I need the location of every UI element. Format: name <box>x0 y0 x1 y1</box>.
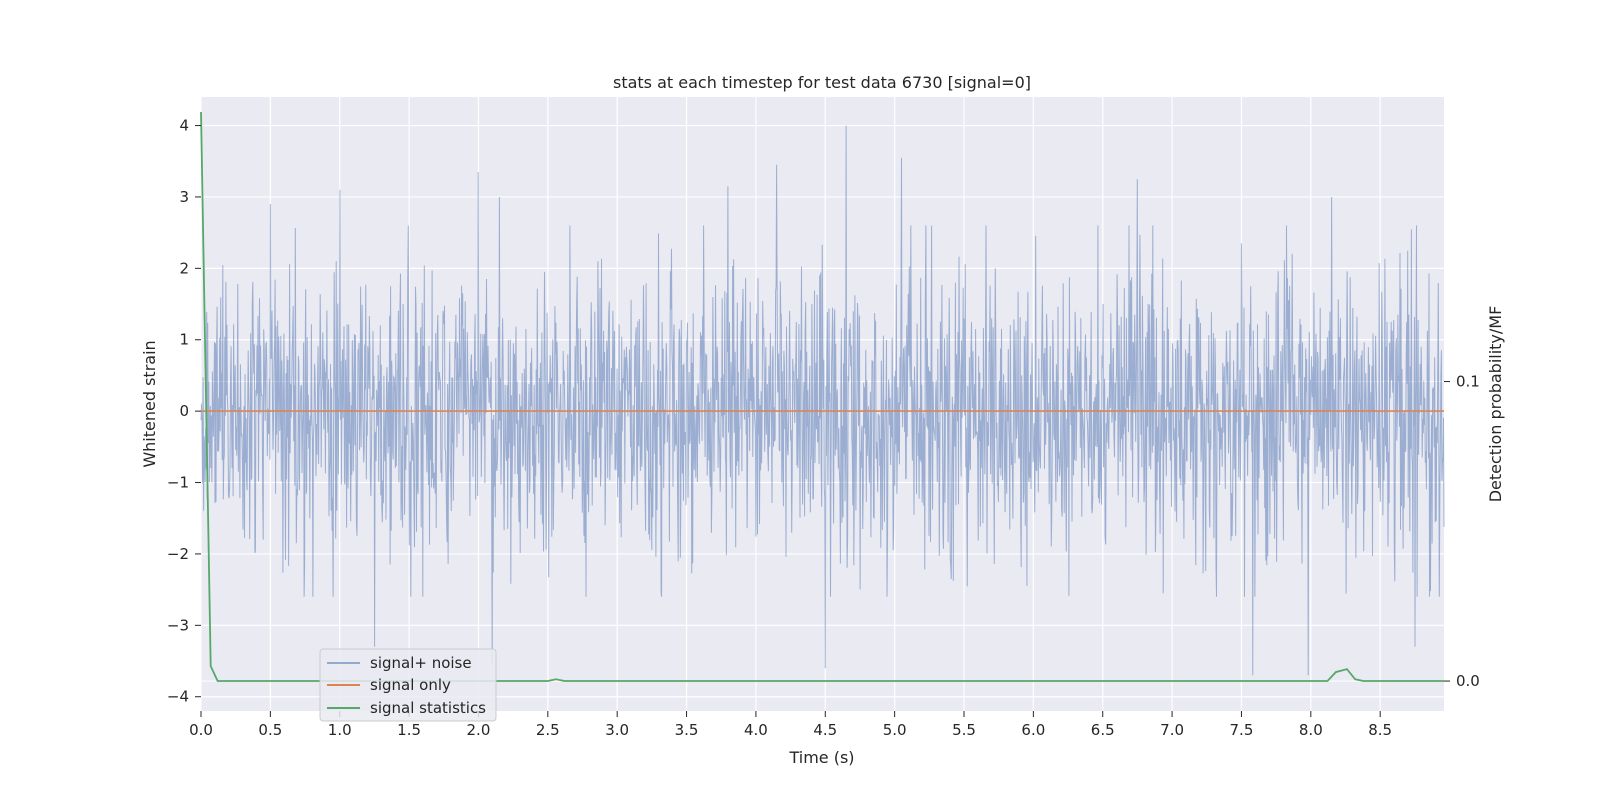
y2-axis: 0.0 0.1 <box>1444 373 1480 690</box>
y-tick-label: −2 <box>167 545 189 563</box>
y-tick-label: −3 <box>167 616 189 634</box>
x-tick-label: 3.5 <box>675 721 699 739</box>
x-tick-label: 3.0 <box>605 721 629 739</box>
x-tick-label: 0.0 <box>189 721 213 739</box>
legend-label-signal-only: signal only <box>370 676 451 694</box>
x-tick-label: 1.5 <box>397 721 421 739</box>
y2-axis-label: Detection probability/MF <box>1486 306 1505 503</box>
x-tick-label: 0.5 <box>258 721 282 739</box>
y-tick-label: 1 <box>179 331 189 349</box>
x-tick-label: 2.0 <box>467 721 491 739</box>
y2-tick-label: 0.1 <box>1456 373 1480 391</box>
y-tick-label: 4 <box>179 117 189 135</box>
x-tick-label: 5.0 <box>883 721 907 739</box>
x-tick-label: 1.0 <box>328 721 352 739</box>
series-line-signal-statistics <box>200 111 1444 682</box>
x-tick-label: 2.5 <box>536 721 560 739</box>
y-axis: −4 −3 −2 −1 0 1 2 3 4 <box>167 117 201 706</box>
legend-label-signal-statistics: signal statistics <box>370 699 486 717</box>
y-tick-label: 0 <box>179 402 189 420</box>
x-tick-label: 6.5 <box>1091 721 1115 739</box>
x-axis: 0.0 0.5 1.0 1.5 2.0 2.5 3.0 3.5 4.0 4.5 5.0 5.5 6.0 6… <box>189 711 1392 739</box>
x-tick-label: 8.0 <box>1299 721 1323 739</box>
chart-title: stats at each timestep for test data 673… <box>613 73 1031 92</box>
y-axis-label: Whitened strain <box>140 340 159 467</box>
legend: signal+ noise signal only signal statist… <box>319 648 497 722</box>
x-tick-label: 7.5 <box>1230 721 1254 739</box>
y-tick-label: 2 <box>179 259 189 277</box>
x-tick-label: 5.5 <box>952 721 976 739</box>
y-tick-label: −1 <box>167 474 189 492</box>
legend-box <box>319 648 497 722</box>
x-axis-label: Time (s) <box>788 748 854 767</box>
legend-label-signal-plus-noise: signal+ noise <box>370 654 472 672</box>
series-signal-statistics <box>200 111 1444 682</box>
y2-tick-label: 0.0 <box>1456 672 1480 690</box>
x-tick-label: 8.5 <box>1368 721 1392 739</box>
x-tick-label: 4.5 <box>813 721 837 739</box>
series-line-signal-plus-noise <box>200 125 1445 676</box>
y-tick-label: −4 <box>167 688 189 706</box>
x-tick-label: 4.0 <box>744 721 768 739</box>
x-tick-label: 7.0 <box>1160 721 1184 739</box>
y-tick-label: 3 <box>179 188 189 206</box>
series-signal-plus-noise <box>200 125 1445 676</box>
x-tick-label: 6.0 <box>1021 721 1045 739</box>
